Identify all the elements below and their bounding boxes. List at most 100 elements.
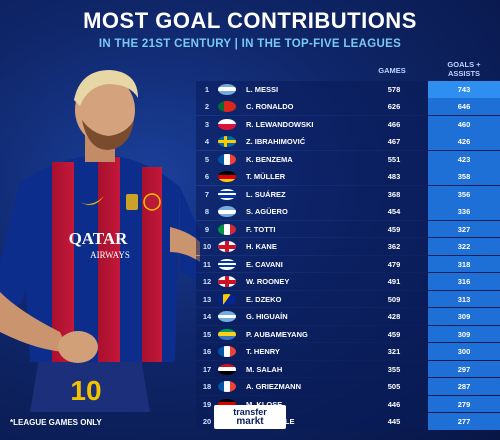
games-cell: 368 xyxy=(387,189,401,199)
games-cell: 459 xyxy=(387,329,401,339)
england-flag-icon xyxy=(218,276,236,288)
rank-cell: 6 xyxy=(204,172,210,182)
rank-cell: 13 xyxy=(202,294,212,304)
goals-assists-cell: 277 xyxy=(428,413,500,430)
table-row: 13 E. DZEKO 509 313 xyxy=(196,290,500,308)
player-name-cell: G. HIGUAÍN xyxy=(246,312,288,322)
rank-cell: 14 xyxy=(202,312,212,322)
svg-text:AIRWAYS: AIRWAYS xyxy=(90,250,130,260)
portugal-flag-icon xyxy=(218,101,236,113)
club-crest-icon xyxy=(143,193,161,211)
games-cell: 446 xyxy=(387,399,401,409)
player-name-cell: E. CAVANI xyxy=(246,259,283,269)
player-name-cell: S. AGÜERO xyxy=(246,207,288,217)
table-row: 19 M. KLOSE 446 279 xyxy=(196,395,500,413)
page-subtitle: IN THE 21ST CENTURY | IN THE TOP-FIVE LE… xyxy=(98,38,402,50)
games-cell: 626 xyxy=(387,102,401,112)
player-name-cell: A. GRIEZMANN xyxy=(246,382,301,392)
rank-cell: 7 xyxy=(204,189,210,199)
goals-assists-column-header: GOALS + ASSISTS xyxy=(428,60,500,78)
rank-cell: 11 xyxy=(203,259,211,269)
games-cell: 428 xyxy=(387,312,401,322)
rank-cell: 1 xyxy=(204,84,210,94)
rank-cell: 3 xyxy=(204,119,210,129)
goals-header-line1: GOALS + xyxy=(447,60,481,69)
player-name-cell: T. MÜLLER xyxy=(246,172,286,182)
games-cell: 466 xyxy=(387,119,401,129)
rank-cell: 8 xyxy=(204,207,210,217)
nike-swoosh-icon xyxy=(80,196,104,205)
player-beard xyxy=(82,120,134,150)
goals-assists-cell: 300 xyxy=(428,343,500,360)
table-row: 14 G. HIGUAÍN 428 309 xyxy=(196,308,500,325)
goals-assists-cell: 336 xyxy=(428,203,500,220)
table-row: 16 T. HENRY 321 300 xyxy=(196,343,500,360)
games-cell: 362 xyxy=(387,242,401,252)
player-name-cell: W. ROONEY xyxy=(246,277,290,287)
player-arm xyxy=(0,292,70,352)
goals-assists-cell: 327 xyxy=(428,220,500,238)
england-flag-icon xyxy=(218,241,236,253)
player-name-cell: E. DZEKO xyxy=(246,294,282,304)
games-cell: 509 xyxy=(387,294,401,304)
champion-badge-icon xyxy=(126,194,138,210)
goals-assists-cell: 358 xyxy=(428,168,500,186)
argentina-flag-icon xyxy=(218,83,236,95)
goals-assists-cell: 460 xyxy=(428,115,500,133)
rank-cell: 16 xyxy=(202,347,212,357)
goals-assists-cell: 313 xyxy=(428,290,500,308)
goals-assists-cell: 356 xyxy=(428,185,500,203)
rank-cell: 17 xyxy=(202,364,212,374)
player-name-cell: F. TOTTI xyxy=(246,224,276,234)
games-cell: 551 xyxy=(387,154,401,164)
rank-cell: 15 xyxy=(202,329,212,339)
games-cell: 355 xyxy=(387,364,401,374)
games-cell: 491 xyxy=(387,277,401,287)
table-row: 18 A. GRIEZMANN 505 287 xyxy=(196,378,500,395)
table-row: 1 L. MESSI 578 743 xyxy=(196,81,500,98)
games-cell: 459 xyxy=(387,224,401,234)
games-cell: 479 xyxy=(387,259,401,269)
player-name-cell: K. BENZEMA xyxy=(246,154,293,164)
player-head xyxy=(75,76,135,144)
table-row: 6 T. MÜLLER 483 358 xyxy=(196,168,500,186)
goals-assists-cell: 316 xyxy=(428,273,500,290)
player-shorts xyxy=(30,352,150,412)
goals-assists-cell: 279 xyxy=(428,395,500,413)
argentina-flag-icon xyxy=(218,206,236,218)
gabon-flag-icon xyxy=(218,328,236,340)
games-column-header: GAMES xyxy=(378,66,406,75)
player-name-cell: T. HENRY xyxy=(246,347,280,357)
table-row: 9 F. TOTTI 459 327 xyxy=(196,220,500,238)
rank-cell: 2 xyxy=(204,102,210,112)
transfermarkt-logo: transfer markt xyxy=(214,405,286,429)
goals-assists-cell: 309 xyxy=(428,308,500,325)
goals-assists-cell: 426 xyxy=(428,133,500,151)
goals-assists-cell: 309 xyxy=(428,325,500,343)
rank-cell: 18 xyxy=(202,382,212,392)
games-cell: 454 xyxy=(387,207,401,217)
player-name-cell: L. MESSI xyxy=(246,84,279,94)
table-row: 11 E. CAVANI 479 318 xyxy=(196,255,500,273)
player-name-cell: L. SUÁREZ xyxy=(246,189,286,199)
player-name-cell: H. KANE xyxy=(246,242,277,252)
ranking-table: 1 L. MESSI 578 743 2 C. RONALDO 626 646 … xyxy=(196,81,500,431)
player-name-cell: R. LEWANDOWSKI xyxy=(246,119,314,129)
rank-cell: 5 xyxy=(204,154,210,164)
jersey-number: 10 xyxy=(70,375,101,406)
rank-cell: 19 xyxy=(202,399,212,409)
games-cell: 321 xyxy=(387,347,401,357)
france-flag-icon xyxy=(218,346,236,358)
goals-assists-cell: 322 xyxy=(428,238,500,255)
table-row: 8 S. AGÜERO 454 336 xyxy=(196,203,500,220)
goals-assists-cell: 297 xyxy=(428,360,500,378)
games-cell: 578 xyxy=(387,84,401,94)
bosnia-flag-icon xyxy=(218,293,236,305)
rank-cell: 4 xyxy=(204,137,210,147)
player-illustration: QATAR AIRWAYS 10 xyxy=(0,70,200,412)
italy-flag-icon xyxy=(218,223,236,235)
player-name-cell: Z. IBRAHIMOVIĆ xyxy=(246,137,306,147)
sweden-flag-icon xyxy=(218,136,236,148)
player-name-cell: M. KLOSE xyxy=(246,400,368,409)
games-cell: 467 xyxy=(387,137,401,147)
